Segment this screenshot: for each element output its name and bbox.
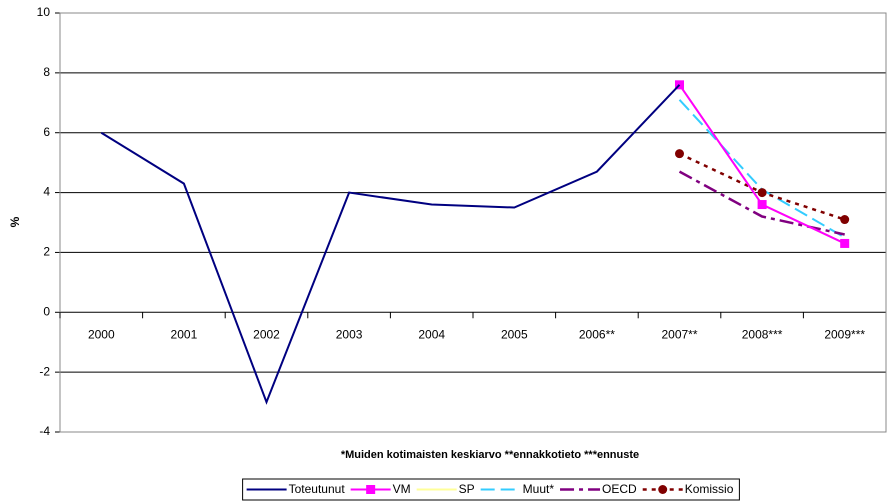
y-tick-label: 4 [43,185,50,199]
marker [757,188,767,198]
x-tick-label: 2006** [579,327,615,341]
marker [840,238,850,248]
marker [840,215,850,225]
y-tick-label: 0 [43,304,50,318]
series-line [678,170,845,236]
y-tick-label: -4 [39,424,50,438]
marker [675,149,684,159]
legend-label: SP [459,482,475,496]
x-tick-label: 2001 [171,327,198,341]
legend-label: Komissio [685,482,734,496]
y-tick-label: 6 [43,125,50,139]
legend-label: OECD [602,482,637,496]
x-tick-label: 2002 [253,327,280,341]
y-axis-label: % [8,216,22,227]
x-tick-label: 2000 [88,327,115,341]
legend-marker [658,485,668,494]
x-tick-label: 2003 [336,327,363,341]
y-tick-label: 2 [43,245,50,259]
legend-label: Toteutunut [289,482,346,496]
annotation: *Muiden kotimaisten keskiarvo **ennakkot… [341,449,639,461]
legend-label: VM [393,482,411,496]
x-tick-label: 2007** [661,327,697,341]
x-tick-label: 2009*** [824,327,865,341]
plot-border [59,12,887,433]
y-tick-label: 10 [37,5,51,19]
y-tick-label: -2 [39,364,50,378]
x-tick-label: 2005 [501,327,528,341]
x-tick-label: 2008*** [742,327,783,341]
legend: Toteutunut VM SP Muut* OECD Komissio [242,478,740,501]
y-tick-label: 8 [43,65,50,79]
marker [757,200,767,210]
legend-marker [366,485,376,494]
legend-label: Muut* [523,482,555,496]
x-tick-label: 2004 [418,327,445,341]
series-line [100,84,681,405]
